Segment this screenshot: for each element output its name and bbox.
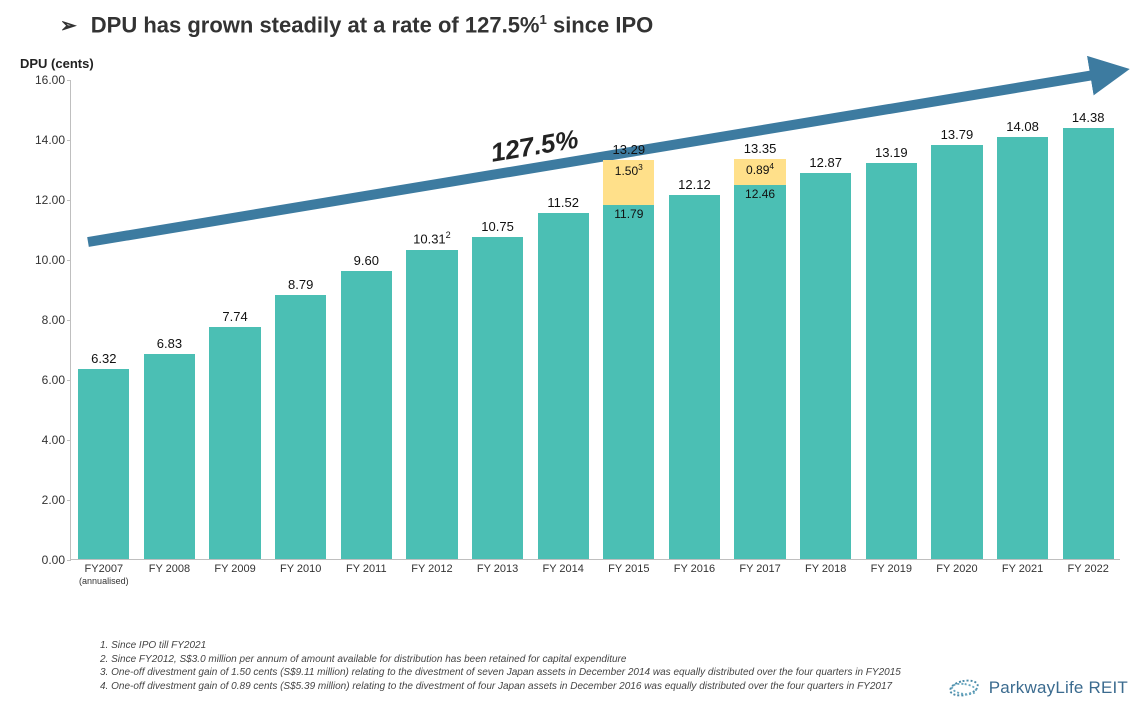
title-text: DPU has grown steadily at a rate of 127.… [91,12,653,38]
bar-top-label: 13.79 [931,127,982,142]
bar: 13.350.89412.46FY 2017 [734,159,785,560]
bar: 9.60FY 2011 [341,271,392,559]
bar: 6.32FY2007(annualised) [78,369,129,559]
bar-top-label: 13.19 [866,145,917,160]
bar-top-label: 6.32 [78,351,129,366]
bar-top-label: 13.29 [603,142,654,157]
bar: 14.08FY 2021 [997,137,1048,559]
bar: 10.312FY 2012 [406,250,457,559]
bar: 6.83FY 2008 [144,354,195,559]
bar-base-segment [472,237,523,560]
y-tick: 12.00 [25,193,65,207]
x-category: FY 2016 [659,563,731,576]
x-category: FY 2013 [462,563,534,576]
x-category: FY 2014 [527,563,599,576]
bar-base-segment: 12.46 [734,185,785,559]
bar-top-label: 12.12 [669,177,720,192]
y-tick: 0.00 [25,553,65,567]
bar: 11.52FY 2014 [538,213,589,559]
y-tick: 2.00 [25,493,65,507]
x-category: FY 2020 [921,563,993,576]
x-category: FY 2009 [199,563,271,576]
bar: 14.38FY 2022 [1063,128,1114,559]
x-category: FY 2008 [134,563,206,576]
brand-swirl-icon [947,675,981,701]
bar: 13.19FY 2019 [866,163,917,559]
bar: 10.75FY 2013 [472,237,523,560]
footnote-line: 2. Since FY2012, S$3.0 million per annum… [100,653,901,667]
bar: 13.79FY 2020 [931,145,982,559]
dpu-chart: DPU (cents) 127.5% 6.32FY2007(annualised… [20,56,1130,616]
x-category: FY 2021 [987,563,1059,576]
bar-extra-segment: 1.503 [603,160,654,205]
bar-base-segment [406,250,457,559]
x-category: FY 2010 [265,563,337,576]
x-category: FY 2012 [396,563,468,576]
bar-base-segment [341,271,392,559]
title-suffix: since IPO [547,12,653,37]
x-category: FY 2022 [1052,563,1124,576]
bar-base-segment [538,213,589,559]
bar-base-segment [866,163,917,559]
bar-base-segment [144,354,195,559]
bar: 12.87FY 2018 [800,173,851,559]
bar-top-label: 12.87 [800,155,851,170]
bar: 12.12FY 2016 [669,195,720,559]
title-rate: 127.5% [465,12,540,37]
y-tick: 8.00 [25,313,65,327]
bar-extra-segment: 0.894 [734,159,785,186]
footnotes: 1. Since IPO till FY20212. Since FY2012,… [100,639,901,693]
bar-top-label: 8.79 [275,277,326,292]
title-sup: 1 [540,12,547,27]
brand-logo: ParkwayLife REIT [947,675,1128,701]
y-tick: 10.00 [25,253,65,267]
bar-base-segment [78,369,129,559]
bar-top-label: 6.83 [144,336,195,351]
y-axis-label: DPU (cents) [20,56,94,71]
footnote-line: 1. Since IPO till FY2021 [100,639,901,653]
bar: 7.74FY 2009 [209,327,260,559]
bar-base-segment [800,173,851,559]
x-category: FY 2017 [724,563,796,576]
bar-base-segment [931,145,982,559]
bar-base-segment [275,295,326,559]
bar-top-label: 11.52 [538,195,589,210]
x-category: FY 2015 [593,563,665,576]
x-category: FY 2018 [790,563,862,576]
bar-base-segment [209,327,260,559]
bar-top-label: 14.38 [1063,110,1114,125]
bars-container: 6.32FY2007(annualised) 6.83FY 2008 7.74FY … [71,80,1120,559]
bar-base-segment [669,195,720,559]
bar-top-label: 10.75 [472,219,523,234]
bar-base-segment [1063,128,1114,559]
bar: 13.291.50311.79FY 2015 [603,160,654,559]
bullet-icon: ➢ [60,13,77,38]
y-tick: 4.00 [25,433,65,447]
bar-base-segment [997,137,1048,559]
y-tick: 16.00 [25,73,65,87]
bar: 8.79FY 2010 [275,295,326,559]
y-tick: 14.00 [25,133,65,147]
y-tick: 6.00 [25,373,65,387]
x-category: FY 2011 [330,563,402,576]
footnote-line: 4. One-off divestment gain of 0.89 cents… [100,680,901,694]
footnote-line: 3. One-off divestment gain of 1.50 cents… [100,666,901,680]
brand-suffix: REIT [1088,678,1128,697]
bar-top-label: 9.60 [341,253,392,268]
brand-text: ParkwayLife REIT [989,678,1128,698]
plot-area: 127.5% 6.32FY2007(annualised)6.83FY 2008… [70,80,1120,560]
x-category: FY 2019 [855,563,927,576]
brand-name: ParkwayLife [989,678,1084,697]
x-category: FY2007(annualised) [68,563,140,586]
bar-top-label: 7.74 [209,309,260,324]
bar-top-label: 14.08 [997,119,1048,134]
page-title: ➢ DPU has grown steadily at a rate of 12… [0,0,1146,38]
bar-top-label: 13.35 [734,141,785,156]
bar-base-segment: 11.79 [603,205,654,559]
bar-top-label: 10.312 [406,230,457,246]
title-prefix: DPU has grown steadily at a rate of [91,12,465,37]
